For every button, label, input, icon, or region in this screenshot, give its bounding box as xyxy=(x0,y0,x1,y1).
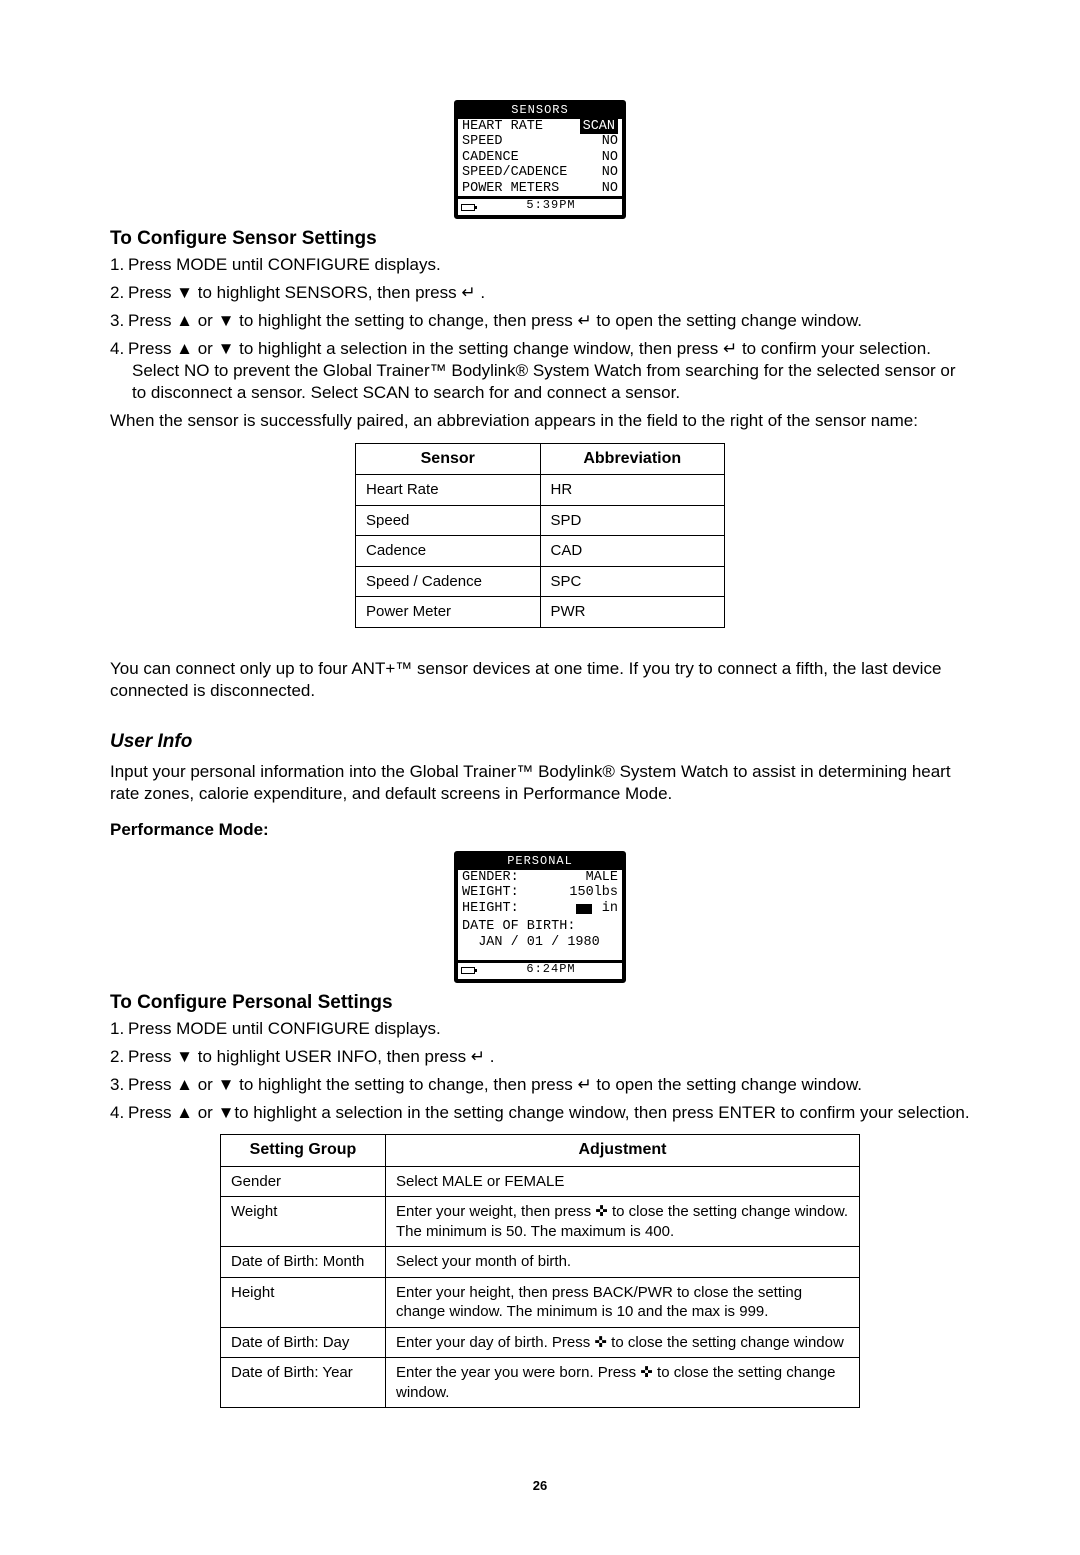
lcd-sensors-rows: HEART RATESCANSPEEDNOCADENCENOSPEED/CADE… xyxy=(458,119,622,197)
table-cell: Power Meter xyxy=(356,597,541,628)
lcd-row-label: SPEED xyxy=(462,134,503,150)
lcd-sensors-screen: SENSORS HEART RATESCANSPEEDNOCADENCENOSP… xyxy=(454,100,626,219)
instruction-step: 4.Press ▲ or ▼ to highlight a selection … xyxy=(110,338,970,404)
table-header: Adjustment xyxy=(386,1134,860,1166)
table-row: WeightEnter your weight, then press ✜ to… xyxy=(221,1197,860,1247)
battery-icon xyxy=(461,967,475,974)
lcd-row-label: HEIGHT: xyxy=(462,901,519,919)
table-header: Abbreviation xyxy=(540,443,725,475)
table-cell: CAD xyxy=(540,536,725,567)
table-cell: Cadence xyxy=(356,536,541,567)
lcd-row-label: POWER METERS xyxy=(462,181,559,197)
height-input-box xyxy=(576,904,592,914)
lcd-row: SPEED/CADENCE NO xyxy=(460,165,620,181)
table-cell: Heart Rate xyxy=(356,475,541,506)
table-cell: SPC xyxy=(540,566,725,597)
table-row: Power MeterPWR xyxy=(356,597,725,628)
instruction-step: 2.Press ▼ to highlight USER INFO, then p… xyxy=(110,1046,970,1068)
table-row: Date of Birth: YearEnter the year you we… xyxy=(221,1358,860,1408)
personal-settings-heading: To Configure Personal Settings xyxy=(110,991,970,1016)
lcd-sensors-footer: 5:39PM xyxy=(458,196,622,213)
table-row: CadenceCAD xyxy=(356,536,725,567)
table-cell: Date of Birth: Day xyxy=(221,1327,386,1358)
lcd-sensors-time: 5:39PM xyxy=(483,199,619,213)
sensor-settings-heading: To Configure Sensor Settings xyxy=(110,227,970,252)
table-row: GenderSelect MALE or FEMALE xyxy=(221,1166,860,1197)
table-cell: HR xyxy=(540,475,725,506)
sensor-settings-steps: 1.Press MODE until CONFIGURE displays. 2.… xyxy=(110,254,970,405)
performance-mode-label: Performance Mode: xyxy=(110,819,970,841)
lcd-row: DATE OF BIRTH: xyxy=(460,919,620,935)
table-row: HeightEnter your height, then press BACK… xyxy=(221,1277,860,1327)
lcd-row-label: JAN / 01 / 1980 xyxy=(462,935,600,951)
table-cell: Speed xyxy=(356,505,541,536)
lcd-personal-time: 6:24PM xyxy=(483,963,619,977)
lcd-row-value: MALE xyxy=(586,870,618,886)
table-cell: PWR xyxy=(540,597,725,628)
table-row: Date of Birth: MonthSelect your month of… xyxy=(221,1247,860,1278)
table-cell: Weight xyxy=(221,1197,386,1247)
table-cell: Date of Birth: Month xyxy=(221,1247,386,1278)
table-cell: Enter your height, then press BACK/PWR t… xyxy=(386,1277,860,1327)
sensor-paired-note: When the sensor is successfully paired, … xyxy=(110,410,970,432)
lcd-personal-screen: PERSONAL GENDER:MALEWEIGHT:150lbsHEIGHT:… xyxy=(454,851,626,983)
table-header: Setting Group xyxy=(221,1134,386,1166)
table-cell: Enter your weight, then press ✜ to close… xyxy=(386,1197,860,1247)
lcd-row-value: SCAN xyxy=(580,119,618,135)
lcd-row: GENDER: MALE xyxy=(460,870,620,886)
instruction-step: 1.Press MODE until CONFIGURE displays. xyxy=(110,254,970,276)
instruction-step: 2.Press ▼ to highlight SENSORS, then pre… xyxy=(110,282,970,304)
table-cell: Height xyxy=(221,1277,386,1327)
lcd-row-label: HEART RATE xyxy=(462,119,543,135)
lcd-sensors-title: SENSORS xyxy=(458,104,622,119)
table-cell: Enter your day of birth. Press ✜ to clos… xyxy=(386,1327,860,1358)
lcd-row-value: 150lbs xyxy=(569,885,618,901)
lcd-row-label: WEIGHT: xyxy=(462,885,519,901)
personal-settings-steps: 1.Press MODE until CONFIGURE displays. 2.… xyxy=(110,1018,970,1124)
lcd-row-label: DATE OF BIRTH: xyxy=(462,919,575,935)
user-info-intro: Input your personal information into the… xyxy=(110,761,970,805)
table-row: Heart RateHR xyxy=(356,475,725,506)
lcd-row: WEIGHT: 150lbs xyxy=(460,885,620,901)
table-cell: Speed / Cadence xyxy=(356,566,541,597)
instruction-step: 1.Press MODE until CONFIGURE displays. xyxy=(110,1018,970,1040)
table-row: Date of Birth: DayEnter your day of birt… xyxy=(221,1327,860,1358)
table-header: Sensor xyxy=(356,443,541,475)
lcd-row-value: NO xyxy=(602,150,618,166)
lcd-row: SPEED NO xyxy=(460,134,620,150)
table-cell: Date of Birth: Year xyxy=(221,1358,386,1408)
user-info-heading: User Info xyxy=(110,730,970,755)
battery-icon xyxy=(461,204,475,211)
lcd-row-label: GENDER: xyxy=(462,870,519,886)
table-row: Speed / CadenceSPC xyxy=(356,566,725,597)
lcd-row-value: NO xyxy=(602,181,618,197)
table-cell: Select MALE or FEMALE xyxy=(386,1166,860,1197)
instruction-step: 4.Press ▲ or ▼to highlight a selection i… xyxy=(110,1102,970,1124)
ant-plus-note: You can connect only up to four ANT+™ se… xyxy=(110,658,970,702)
table-cell: Enter the year you were born. Press ✜ to… xyxy=(386,1358,860,1408)
lcd-row: HEIGHT: in xyxy=(460,901,620,919)
personal-settings-table: Setting GroupAdjustmentGenderSelect MALE… xyxy=(220,1134,860,1408)
instruction-step: 3.Press ▲ or ▼ to highlight the setting … xyxy=(110,310,970,332)
lcd-row-value: NO xyxy=(602,134,618,150)
lcd-personal-footer: 6:24PM xyxy=(458,960,622,977)
lcd-row-label: SPEED/CADENCE xyxy=(462,165,567,181)
instruction-step: 3.Press ▲ or ▼ to highlight the setting … xyxy=(110,1074,970,1096)
lcd-row: HEART RATE SCAN xyxy=(460,119,620,135)
lcd-row-value: NO xyxy=(602,165,618,181)
lcd-row-label: CADENCE xyxy=(462,150,519,166)
lcd-personal-rows: GENDER:MALEWEIGHT:150lbsHEIGHT: inDATE O… xyxy=(458,870,622,950)
page-number: 26 xyxy=(110,1478,970,1495)
lcd-row: JAN / 01 / 1980 xyxy=(460,935,620,951)
lcd-row: POWER METERS NO xyxy=(460,181,620,197)
lcd-personal-title: PERSONAL xyxy=(458,855,622,870)
lcd-row-value: in xyxy=(576,901,618,919)
table-row: SpeedSPD xyxy=(356,505,725,536)
table-cell: Select your month of birth. xyxy=(386,1247,860,1278)
table-cell: Gender xyxy=(221,1166,386,1197)
lcd-row: CADENCE NO xyxy=(460,150,620,166)
table-cell: SPD xyxy=(540,505,725,536)
sensor-abbreviation-table: SensorAbbreviationHeart RateHRSpeedSPDCa… xyxy=(355,443,725,628)
